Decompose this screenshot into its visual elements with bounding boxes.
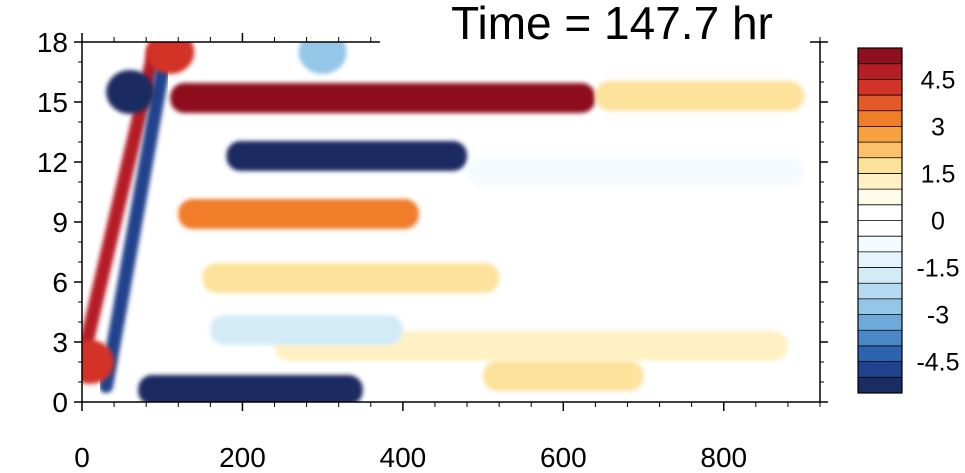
heatmap-blob bbox=[146, 42, 195, 74]
heatmap-band bbox=[202, 263, 500, 293]
colorbar-swatch bbox=[858, 189, 902, 206]
colorbar: 4.5 3 1.5 0 -1.5 -3 -4.5 bbox=[857, 47, 960, 394]
y-tick-label: 9 bbox=[52, 207, 68, 238]
colorbar-label: 0 bbox=[931, 208, 945, 236]
heatmap-band bbox=[210, 315, 403, 345]
colorbar-swatch bbox=[858, 63, 902, 80]
colorbar-swatch bbox=[858, 204, 902, 221]
y-tick-label: 12 bbox=[37, 147, 68, 178]
colorbar-swatch bbox=[858, 298, 902, 315]
colorbar-swatch bbox=[858, 126, 902, 143]
heatmap-band bbox=[226, 141, 468, 171]
colorbar-swatch bbox=[858, 314, 902, 331]
colorbar-label: -3 bbox=[927, 302, 949, 330]
heatmap-streak bbox=[99, 65, 170, 393]
x-tick-label: 600 bbox=[540, 442, 587, 473]
colorbar-swatch bbox=[858, 361, 902, 378]
colorbar-label: 3 bbox=[931, 113, 945, 141]
colorbar-swatch bbox=[858, 377, 902, 394]
colorbar-swatch bbox=[858, 330, 902, 347]
heatmap-band bbox=[595, 81, 804, 111]
colorbar-swatch bbox=[858, 157, 902, 174]
colorbar-swatch bbox=[858, 48, 902, 65]
y-tick-label: 0 bbox=[52, 387, 68, 418]
chart-title: Time = 147.7 hr bbox=[451, 0, 773, 49]
colorbar-swatch bbox=[858, 142, 902, 159]
heatmap-band bbox=[483, 361, 644, 391]
colorbar-swatch bbox=[858, 95, 902, 112]
colorbar-label: 4.5 bbox=[921, 66, 956, 94]
y-tick-label: 15 bbox=[37, 87, 68, 118]
axes: 0 3 6 9 12 15 18 0 200 400 600 800 bbox=[37, 27, 828, 473]
y-tick-label: 6 bbox=[52, 267, 68, 298]
colorbar-swatch bbox=[858, 79, 902, 96]
colorbar-swatch bbox=[858, 173, 902, 190]
colorbar-swatch bbox=[858, 236, 902, 253]
colorbar-swatch bbox=[858, 345, 902, 363]
heatmap-band bbox=[170, 83, 596, 113]
colorbar-swatch bbox=[858, 251, 902, 268]
colorbar-label: 1.5 bbox=[921, 160, 956, 188]
heatmap-band bbox=[138, 375, 363, 402]
y-tick-label: 18 bbox=[37, 27, 68, 58]
heatmap-band bbox=[274, 331, 788, 361]
colorbar-label: -4.5 bbox=[916, 349, 959, 377]
colorbar-label: -1.5 bbox=[916, 255, 959, 283]
heatmap-blob bbox=[82, 340, 115, 384]
heatmap-blob bbox=[106, 70, 155, 114]
y-tick-label: 3 bbox=[52, 327, 68, 358]
x-tick-label: 0 bbox=[74, 442, 90, 473]
x-tick-label: 200 bbox=[219, 442, 266, 473]
x-tick-label: 800 bbox=[700, 442, 747, 473]
x-tick-label: 400 bbox=[380, 442, 427, 473]
heatmap-field bbox=[82, 42, 804, 402]
colorbar-swatch bbox=[858, 110, 902, 127]
colorbar-swatch bbox=[858, 267, 902, 284]
colorbar-swatch bbox=[858, 283, 902, 300]
heatmap-band bbox=[178, 199, 419, 229]
colorbar-swatch bbox=[858, 220, 902, 237]
heatmap-blob bbox=[298, 42, 347, 74]
title-background bbox=[380, 0, 810, 63]
heatmap-band bbox=[467, 157, 804, 187]
colorbar-frame bbox=[857, 47, 903, 394]
